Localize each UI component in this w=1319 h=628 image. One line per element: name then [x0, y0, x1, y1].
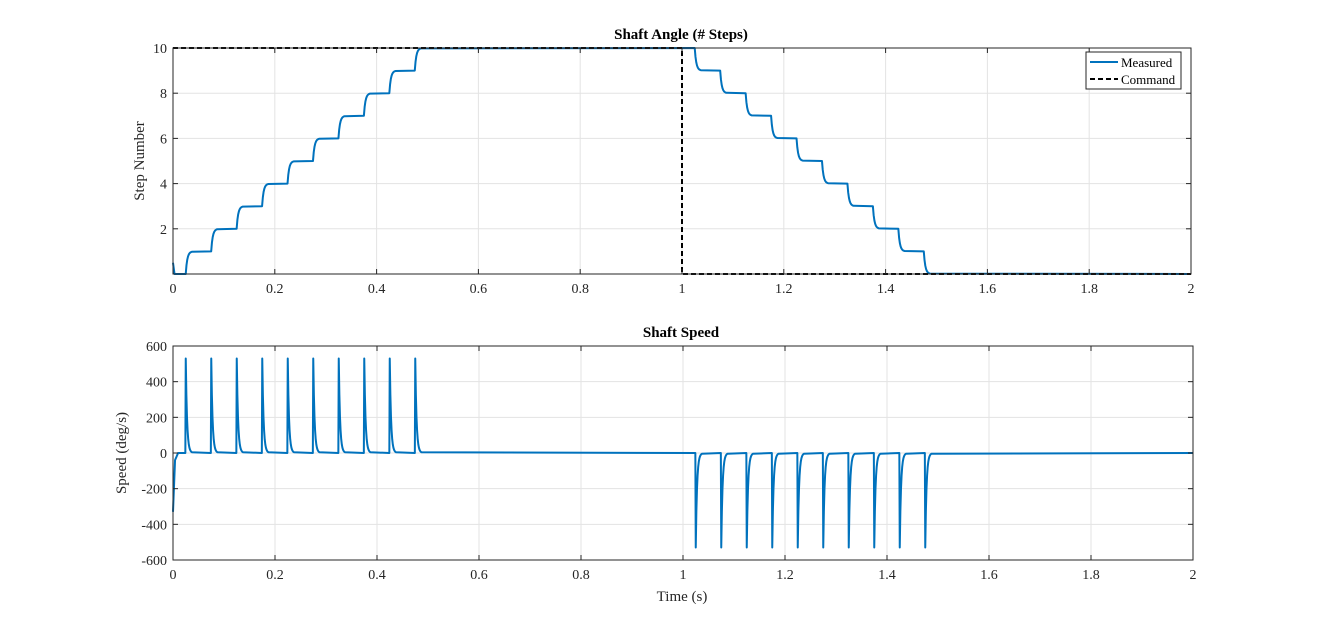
shaft-speed-xtick-label: 0.8: [572, 568, 590, 583]
shaft-angle-ticks: 0 0.2 0.4 0.6 0.8 1 1.2 1.4 1.6 1.8 2 2 4 6 8 10: [153, 42, 1195, 297]
shaft-angle-grid: [172, 47, 1192, 274]
shaft-speed-y-axis-label: Speed (deg/s): [114, 412, 130, 494]
shaft-angle-y-axis-label: Step Number: [132, 121, 148, 201]
shaft-angle-xtick-label: 1.4: [877, 282, 895, 297]
shaft-speed-series: [172, 357, 1194, 549]
shaft-angle-xtick-label: 1.6: [979, 282, 997, 297]
shaft-speed-xtick-label: 0.4: [368, 568, 386, 583]
shaft-speed-ytick-label: -400: [141, 518, 167, 533]
shaft-angle-xtick-label: 0.2: [266, 282, 284, 297]
shaft-speed-xtick-label: 1.8: [1082, 568, 1100, 583]
shaft-speed-ytick-label: 600: [146, 340, 167, 355]
shaft-speed-xtick-label: 2: [1190, 568, 1197, 583]
shaft-speed-xtick-label: 1.2: [776, 568, 794, 583]
shaft-angle-ytick-label: 10: [153, 42, 167, 57]
shaft-speed-ytick-label: -200: [141, 483, 167, 498]
shaft-speed-xtick-label: 1.6: [980, 568, 998, 583]
shaft-angle-xtick-label: 1: [679, 282, 686, 297]
shaft-angle-legend: Measured Command: [1085, 51, 1182, 90]
shaft-angle-xtick-label: 0.6: [470, 282, 488, 297]
shaft-angle-chart: Shaft Angle (# Steps) 0 0.2 0.4 0.6 0.8 1 1.2 1…: [132, 27, 1195, 297]
shaft-speed-ticks: 0 0.2 0.4 0.6 0.8 1 1.2 1.4 1.6 1.8 2 -600 -400 -200 0…: [141, 340, 1196, 583]
shaft-angle-xtick-label: 0.4: [368, 282, 386, 297]
shaft-speed-xtick-label: 1.4: [878, 568, 896, 583]
shaft-speed-ytick-label: 200: [146, 411, 167, 426]
shaft-angle-xtick-label: 1.8: [1080, 282, 1098, 297]
legend-box: [1085, 51, 1182, 90]
shaft-speed-xtick-label: 0.2: [266, 568, 284, 583]
shaft-angle-xtick-label: 0: [170, 282, 177, 297]
legend-label-command: Command: [1121, 72, 1176, 87]
legend-label-measured: Measured: [1121, 55, 1173, 70]
shaft-speed-x-axis-label: Time (s): [657, 589, 708, 605]
shaft-angle-ytick-label: 6: [160, 132, 167, 147]
shaft-angle-ytick-label: 4: [160, 178, 167, 193]
shaft-speed-xtick-label: 1: [680, 568, 687, 583]
shaft-speed-ytick-label: 0: [160, 447, 167, 462]
shaft-angle-xtick-label: 2: [1188, 282, 1195, 297]
shaft-angle-xtick-label: 0.8: [571, 282, 589, 297]
shaft-angle-xtick-label: 1.2: [775, 282, 793, 297]
shaft-speed-xtick-label: 0: [170, 568, 177, 583]
shaft-speed-xtick-label: 0.6: [470, 568, 488, 583]
shaft-speed-ytick-label: 400: [146, 376, 167, 391]
shaft-speed-chart: Shaft Speed 0 0.2 0.4 0.6 0.8 1 1.2 1.4 1.6 1.8 2 -…: [114, 325, 1197, 605]
shaft-angle-title: Shaft Angle (# Steps): [614, 27, 748, 43]
shaft-speed-title: Shaft Speed: [643, 325, 720, 341]
speed-series-line: [172, 357, 1194, 549]
shaft-angle-ytick-label: 2: [160, 223, 167, 238]
shaft-speed-ytick-label: -600: [141, 554, 167, 569]
shaft-angle-ytick-label: 8: [160, 87, 167, 102]
